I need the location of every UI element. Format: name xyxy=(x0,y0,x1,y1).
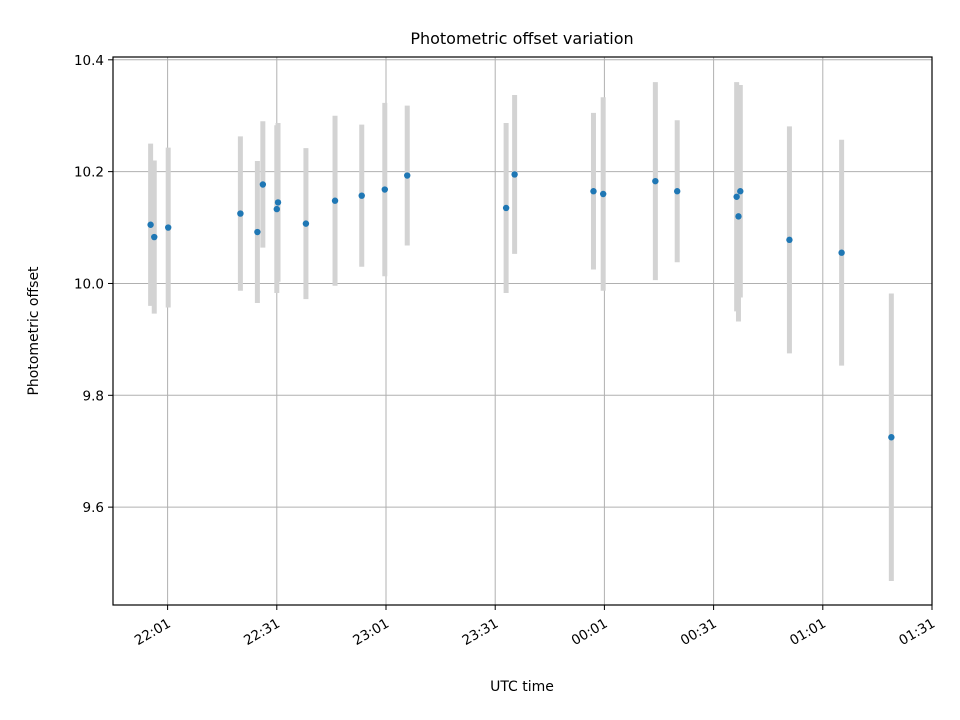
y-tick-label: 10.2 xyxy=(74,165,104,181)
data-point xyxy=(735,213,742,220)
data-point xyxy=(274,199,282,206)
data-point xyxy=(737,188,744,195)
chart-title: Photometric offset variation xyxy=(410,29,633,48)
data-point xyxy=(511,171,518,178)
data-point xyxy=(331,197,339,204)
y-tick-label: 9.6 xyxy=(83,500,104,516)
data-point xyxy=(786,236,793,244)
x-axis-label: UTC time xyxy=(490,679,554,695)
data-point xyxy=(502,204,510,212)
data-point xyxy=(273,205,280,213)
data-point xyxy=(151,233,158,241)
data-point xyxy=(165,224,172,231)
x-tick-label: 22:01 xyxy=(132,616,174,649)
data-point xyxy=(888,434,895,441)
y-axis-label: Photometric offset xyxy=(26,266,42,396)
data-point xyxy=(358,192,365,199)
x-tick-label: 00:31 xyxy=(678,616,720,649)
data-point xyxy=(259,181,267,188)
x-axis-ticks: 22:01 22:31 23:01 23:31 00:01 00:31 01:01 01:31 xyxy=(132,605,938,649)
x-tick-label: 01:01 xyxy=(787,616,829,649)
plot-frame xyxy=(112,56,933,606)
y-tick-label: 9.8 xyxy=(83,388,104,404)
data-point xyxy=(147,221,154,228)
x-tick-label: 00:01 xyxy=(569,616,611,649)
x-tick-label: 23:01 xyxy=(350,616,392,649)
data-point xyxy=(302,220,310,227)
data-point xyxy=(254,228,261,236)
data-point xyxy=(404,172,411,179)
x-tick-label: 22:31 xyxy=(241,616,283,649)
y-tick-label: 10.4 xyxy=(74,53,104,69)
data-point xyxy=(674,188,681,195)
data-point xyxy=(838,249,845,256)
data-point xyxy=(590,188,597,195)
x-tick-label: 01:31 xyxy=(896,616,938,649)
data-point xyxy=(652,177,659,185)
error-bars xyxy=(148,82,894,581)
x-tick-label: 23:31 xyxy=(460,616,502,649)
data-points xyxy=(147,171,895,441)
y-axis-ticks: 9.6 9.8 10.0 10.2 10.4 xyxy=(74,53,113,516)
data-point xyxy=(599,190,607,198)
y-tick-label: 10.0 xyxy=(74,276,104,292)
data-point xyxy=(237,210,244,217)
data-point xyxy=(381,186,388,193)
grid-lines xyxy=(113,57,933,605)
data-point xyxy=(733,193,740,200)
